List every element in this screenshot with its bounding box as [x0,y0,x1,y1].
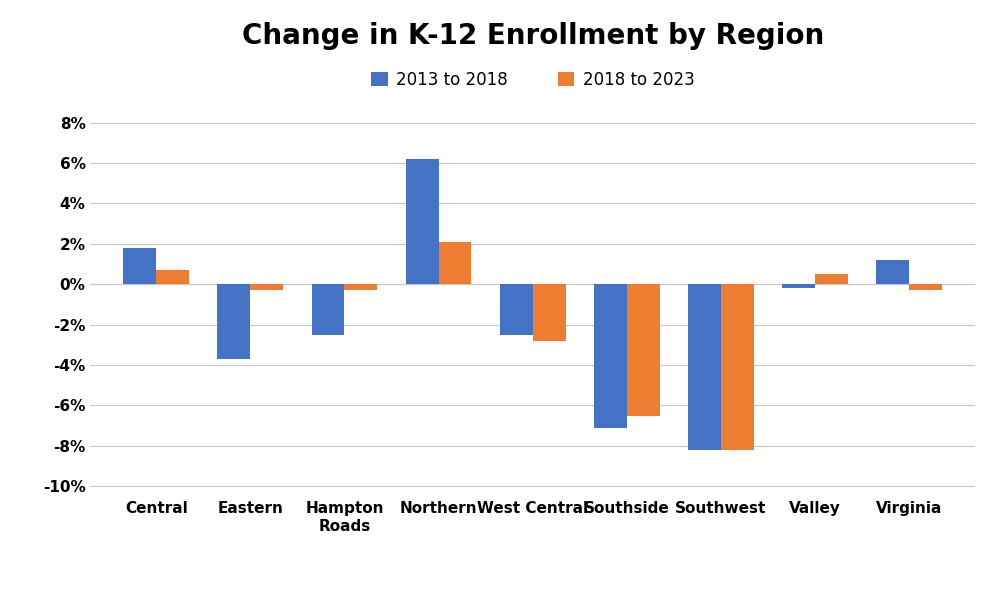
Bar [815,274,848,284]
Bar [250,284,283,290]
Bar [533,284,566,341]
Bar [438,242,471,284]
Bar [721,284,754,450]
Bar [217,284,250,359]
Bar [909,284,942,290]
Bar [594,284,627,428]
Bar [499,284,533,335]
Bar [406,159,438,284]
Bar [782,284,815,288]
Bar [345,284,378,290]
Bar [687,284,721,450]
Bar [876,260,909,284]
Bar [157,270,189,284]
Bar [124,248,157,284]
Title: Change in K-12 Enrollment by Region: Change in K-12 Enrollment by Region [241,22,824,50]
Bar [312,284,345,335]
Bar [627,284,659,415]
Legend: 2013 to 2018, 2018 to 2023: 2013 to 2018, 2018 to 2023 [364,64,701,95]
